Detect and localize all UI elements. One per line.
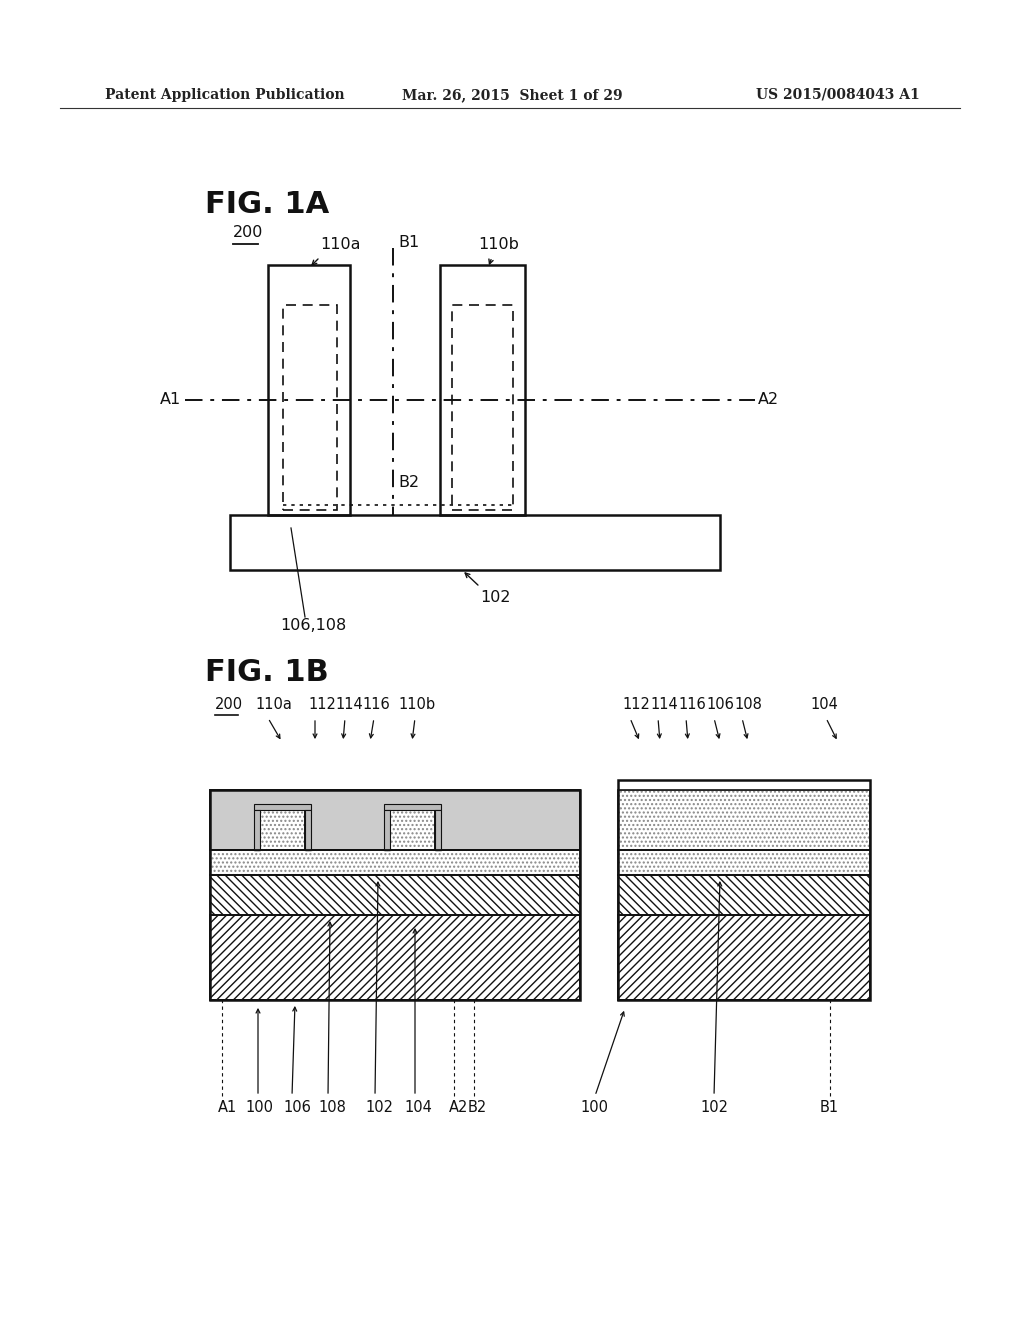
Bar xyxy=(440,265,525,515)
Text: Mar. 26, 2015  Sheet 1 of 29: Mar. 26, 2015 Sheet 1 of 29 xyxy=(401,88,623,102)
Text: 110a: 110a xyxy=(319,238,360,252)
Bar xyxy=(390,810,435,850)
Bar xyxy=(390,810,435,850)
Text: 200: 200 xyxy=(215,697,243,711)
Text: 114: 114 xyxy=(335,697,362,711)
Text: 100: 100 xyxy=(580,1100,608,1115)
Bar xyxy=(390,810,435,850)
Text: 112: 112 xyxy=(308,697,336,711)
Text: B2: B2 xyxy=(468,1100,487,1115)
Bar xyxy=(254,810,260,850)
Bar xyxy=(210,915,580,1001)
Bar xyxy=(384,804,441,810)
Text: 108: 108 xyxy=(318,1100,346,1115)
Bar xyxy=(618,875,870,915)
Bar xyxy=(384,804,441,810)
Bar xyxy=(618,780,870,1001)
Text: 110b: 110b xyxy=(478,238,519,252)
Bar xyxy=(210,850,580,875)
Text: 102: 102 xyxy=(700,1100,728,1115)
Text: 116: 116 xyxy=(678,697,706,711)
Text: 110b: 110b xyxy=(398,697,435,711)
Bar xyxy=(260,810,305,850)
Text: 110a: 110a xyxy=(255,697,292,711)
Bar xyxy=(435,810,441,850)
Text: Patent Application Publication: Patent Application Publication xyxy=(105,88,345,102)
Bar xyxy=(618,789,870,850)
Text: 114: 114 xyxy=(650,697,678,711)
Bar xyxy=(230,515,720,570)
Text: B1: B1 xyxy=(820,1100,839,1115)
Text: A2: A2 xyxy=(758,392,779,408)
Text: A1: A1 xyxy=(218,1100,238,1115)
Text: 102: 102 xyxy=(365,1100,393,1115)
Bar xyxy=(254,804,311,810)
Bar xyxy=(618,850,870,875)
Bar xyxy=(384,810,390,850)
Bar xyxy=(618,915,870,1001)
Text: B1: B1 xyxy=(398,235,419,249)
Text: A1: A1 xyxy=(160,392,181,408)
Text: 100: 100 xyxy=(245,1100,273,1115)
Bar xyxy=(210,850,580,875)
Bar xyxy=(452,305,513,510)
Text: 104: 104 xyxy=(404,1100,432,1115)
Bar xyxy=(435,810,441,850)
Text: 106: 106 xyxy=(283,1100,311,1115)
Bar xyxy=(390,810,435,850)
Bar xyxy=(260,810,305,850)
Bar xyxy=(260,810,305,850)
Bar xyxy=(260,810,305,850)
Bar xyxy=(618,789,870,850)
Bar xyxy=(260,810,305,850)
Bar xyxy=(390,810,435,850)
Text: A2: A2 xyxy=(449,1100,468,1115)
Bar xyxy=(305,810,311,850)
Text: 106: 106 xyxy=(706,697,734,711)
Text: 102: 102 xyxy=(480,590,511,605)
Text: 112: 112 xyxy=(622,697,650,711)
Text: 104: 104 xyxy=(810,697,838,711)
Text: 108: 108 xyxy=(734,697,762,711)
Text: US 2015/0084043 A1: US 2015/0084043 A1 xyxy=(757,88,920,102)
Bar xyxy=(210,789,580,1001)
Bar xyxy=(618,850,870,875)
Bar xyxy=(384,810,390,850)
Bar xyxy=(210,875,580,915)
Text: FIG. 1B: FIG. 1B xyxy=(205,657,329,686)
Text: FIG. 1A: FIG. 1A xyxy=(205,190,330,219)
Bar xyxy=(210,789,580,850)
Bar xyxy=(305,810,311,850)
Text: 116: 116 xyxy=(362,697,390,711)
Text: 200: 200 xyxy=(233,224,263,240)
Bar xyxy=(254,804,311,810)
Bar xyxy=(283,305,337,510)
Bar xyxy=(254,810,260,850)
Text: 106,108: 106,108 xyxy=(280,618,346,634)
Text: B2: B2 xyxy=(398,475,419,490)
Bar xyxy=(268,265,350,515)
